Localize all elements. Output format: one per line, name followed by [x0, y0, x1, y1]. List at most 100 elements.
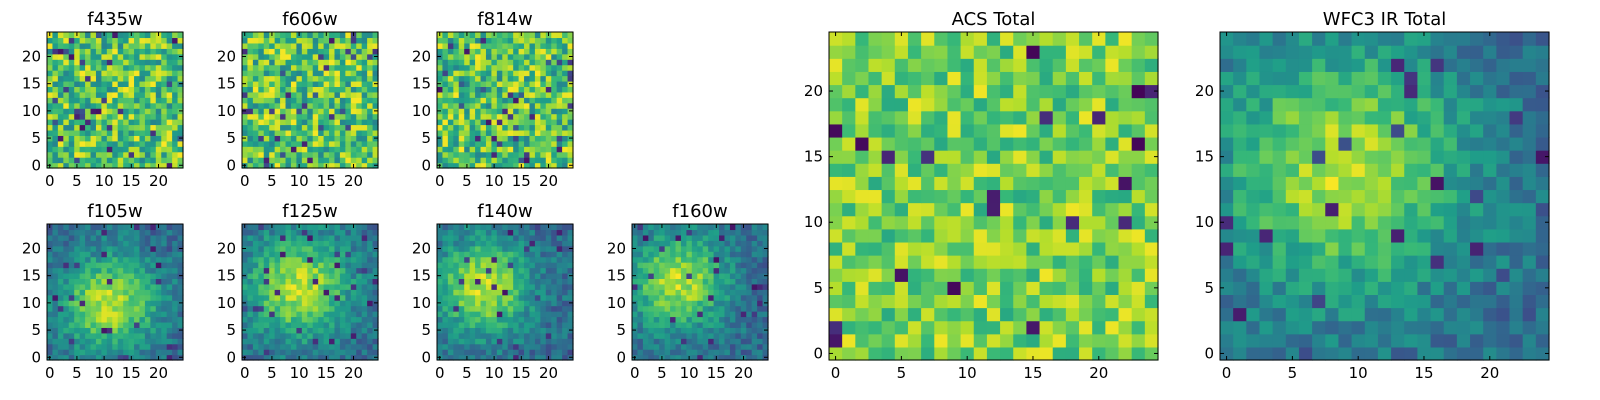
heatmap-cell	[367, 124, 374, 131]
heatmap-cell	[464, 119, 471, 126]
heatmap-cell	[112, 321, 119, 328]
heatmap-cell	[729, 283, 736, 290]
heatmap-cell	[642, 278, 649, 285]
heatmap-cell	[339, 97, 346, 104]
heatmap-cell	[751, 338, 758, 345]
heatmap-cell	[475, 354, 482, 361]
heatmap-cell	[960, 268, 975, 282]
heatmap-cell	[496, 86, 503, 93]
heatmap-cell	[453, 262, 460, 269]
heatmap-cell	[339, 240, 346, 247]
heatmap-cell	[52, 267, 59, 274]
heatmap-cell	[1000, 176, 1014, 191]
heatmap-cell	[442, 48, 449, 55]
heatmap-cell	[323, 349, 330, 356]
heatmap-cell	[166, 113, 173, 120]
heatmap-cell	[534, 102, 541, 109]
x-tick-label: 5	[72, 172, 82, 190]
heatmap-cell	[524, 135, 531, 142]
heatmap-cell	[307, 251, 314, 258]
heatmap-cell	[307, 119, 314, 126]
heatmap-cell	[301, 48, 308, 55]
heatmap-cell	[680, 224, 687, 231]
heatmap-cell	[659, 305, 666, 312]
heatmap-cell	[144, 305, 151, 312]
heatmap-cell	[1052, 241, 1067, 256]
heatmap-cell	[437, 91, 444, 98]
heatmap-cell	[545, 135, 552, 142]
heatmap-cell	[117, 354, 124, 361]
heatmap-cell	[172, 102, 179, 109]
heatmap-cell	[258, 86, 265, 93]
heatmap-cell	[47, 262, 54, 269]
heatmap-cell	[323, 108, 330, 115]
heatmap-cell	[868, 268, 883, 282]
heatmap-cell	[139, 278, 146, 285]
heatmap-cell	[442, 102, 449, 109]
heatmap-cell	[458, 316, 465, 323]
heatmap-cell	[540, 321, 547, 328]
heatmap-cell	[106, 102, 113, 109]
heatmap-cell	[301, 129, 308, 136]
heatmap-cell	[74, 48, 81, 55]
heatmap-cell	[642, 251, 649, 258]
heatmap-cell	[345, 162, 352, 169]
heatmap-cell	[161, 338, 168, 345]
heatmap-cell	[540, 267, 547, 274]
heatmap-cell	[757, 229, 764, 236]
heatmap-cell	[329, 283, 336, 290]
heatmap-cell	[480, 135, 487, 142]
heatmap-cell	[334, 140, 341, 147]
heatmap-cell	[134, 91, 141, 98]
heatmap-cell	[567, 311, 574, 318]
y-tick-label: 0	[616, 348, 626, 366]
heatmap-cell	[345, 53, 352, 60]
heatmap-cell	[161, 294, 168, 301]
heatmap-cell	[74, 229, 81, 236]
heatmap-cell	[290, 37, 297, 44]
heatmap-cell	[258, 240, 265, 247]
heatmap-cell	[90, 283, 97, 290]
heatmap-cell	[653, 267, 660, 274]
heatmap-cell	[697, 256, 704, 263]
heatmap-cell	[524, 300, 531, 307]
heatmap-cell	[894, 241, 909, 256]
heatmap-cell	[128, 251, 135, 258]
heatmap-cell	[301, 162, 308, 169]
heatmap-cell	[372, 278, 379, 285]
heatmap-cell	[453, 157, 460, 164]
heatmap-cell	[155, 338, 162, 345]
heatmap-cell	[960, 189, 975, 204]
heatmap-cell	[334, 278, 341, 285]
heatmap-cell	[296, 86, 303, 93]
heatmap-cell	[361, 262, 368, 269]
heatmap-cell	[345, 321, 352, 328]
heatmap-cell	[47, 343, 54, 350]
heatmap-cell	[513, 283, 520, 290]
heatmap-cell	[90, 294, 97, 301]
heatmap-cell	[329, 240, 336, 247]
axes-frame	[46, 31, 184, 169]
heatmap-cell	[507, 283, 514, 290]
heatmap-cell	[447, 289, 454, 296]
heatmap-cell	[447, 300, 454, 307]
heatmap-cell	[475, 278, 482, 285]
heatmap-cell	[128, 229, 135, 236]
heatmap-cell	[372, 37, 379, 44]
heatmap-cell	[334, 272, 341, 279]
heatmap-cell	[339, 354, 346, 361]
heatmap-cell	[361, 267, 368, 274]
heatmap-cell	[442, 305, 449, 312]
heatmap-cell	[318, 70, 325, 77]
heatmap-cell	[101, 240, 108, 247]
heatmap-cell	[177, 146, 184, 153]
heatmap-cell	[491, 283, 498, 290]
heatmap-cell	[296, 272, 303, 279]
heatmap-cell	[894, 307, 909, 322]
heatmap-cell	[329, 140, 336, 147]
heatmap-cell	[1118, 202, 1133, 217]
heatmap-cell	[491, 113, 498, 120]
heatmap-cell	[350, 64, 357, 71]
heatmap-cell	[458, 146, 465, 153]
heatmap-cell	[1105, 228, 1120, 243]
